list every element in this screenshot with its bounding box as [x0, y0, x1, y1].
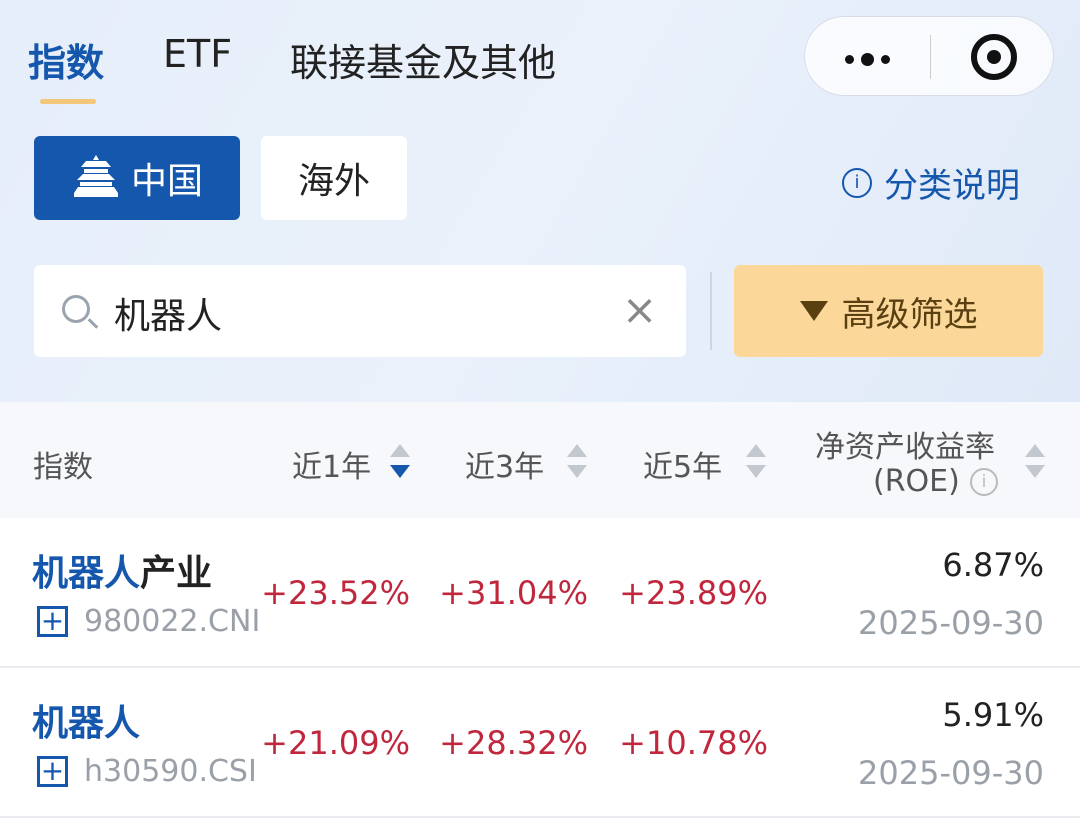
header-1y[interactable]: 近1年	[292, 450, 372, 485]
return-5y: +23.89%	[619, 574, 768, 612]
more-dots-icon[interactable]	[845, 53, 890, 66]
region-overseas-label: 海外	[297, 161, 370, 202]
category-help-link[interactable]: i 分类说明	[842, 158, 1020, 207]
search-value[interactable]: 机器人	[114, 296, 223, 337]
search-input[interactable]: 机器人 ×	[34, 265, 686, 357]
index-name[interactable]: 机器人	[32, 703, 141, 744]
add-icon[interactable]: +	[37, 606, 68, 637]
sort-3y-icon[interactable]	[567, 444, 587, 478]
sort-1y-icon[interactable]	[390, 444, 410, 478]
header-area: 指数 ETF 联接基金及其他 中国 海外 i 分类说明 机器人 × 高级筛选	[0, 0, 1080, 402]
index-code: 980022.CNI	[84, 604, 261, 639]
advanced-filter-button[interactable]: 高级筛选	[734, 265, 1043, 357]
category-help-label: 分类说明	[884, 166, 1020, 206]
info-icon: i	[842, 167, 872, 198]
return-5y: +10.78%	[619, 724, 768, 762]
mini-program-capsule	[804, 16, 1054, 96]
roe-value: 6.87%	[942, 546, 1044, 584]
clear-icon[interactable]: ×	[622, 285, 658, 334]
roe-value: 5.91%	[942, 696, 1044, 734]
return-1y: +21.09%	[261, 724, 410, 762]
roe-date: 2025-09-30	[858, 604, 1044, 642]
region-china-label: 中国	[130, 161, 203, 202]
roe-info-icon[interactable]: i	[970, 468, 998, 496]
header-index: 指数	[33, 450, 93, 485]
target-icon[interactable]	[971, 34, 1017, 80]
tab-index[interactable]: 指数	[28, 41, 105, 85]
region-china-button[interactable]: 中国	[34, 136, 240, 220]
table-header: 指数 近1年 近3年 近5年 净资产收益率 (ROE) i	[0, 402, 1080, 518]
temple-icon	[73, 155, 118, 197]
header-5y[interactable]: 近5年	[643, 450, 723, 485]
sort-5y-icon[interactable]	[746, 444, 766, 478]
return-3y: +28.32%	[439, 724, 588, 762]
funnel-icon	[799, 301, 828, 321]
tab-etf[interactable]: ETF	[163, 32, 233, 76]
index-code: h30590.CSI	[84, 754, 257, 789]
table-row[interactable]: 机器人产业 + 980022.CNI +23.52% +31.04% +23.8…	[0, 518, 1080, 668]
add-icon[interactable]: +	[37, 756, 68, 787]
header-roe-sub: (ROE)	[873, 464, 960, 499]
index-name[interactable]: 机器人产业	[32, 553, 213, 594]
search-icon	[62, 295, 90, 323]
table-row[interactable]: 机器人 + h30590.CSI +21.09% +28.32% +10.78%…	[0, 668, 1080, 818]
header-3y[interactable]: 近3年	[465, 450, 545, 485]
divider	[710, 272, 712, 350]
return-1y: +23.52%	[261, 574, 410, 612]
return-3y: +31.04%	[439, 574, 588, 612]
sort-roe-icon[interactable]	[1025, 444, 1045, 478]
advanced-filter-label: 高级筛选	[841, 294, 978, 335]
active-tab-indicator	[40, 99, 96, 104]
header-roe[interactable]: 净资产收益率	[815, 430, 995, 465]
tab-linked-funds[interactable]: 联接基金及其他	[290, 41, 557, 85]
region-overseas-button[interactable]: 海外	[261, 136, 407, 220]
roe-date: 2025-09-30	[858, 754, 1044, 792]
capsule-divider	[930, 35, 931, 79]
